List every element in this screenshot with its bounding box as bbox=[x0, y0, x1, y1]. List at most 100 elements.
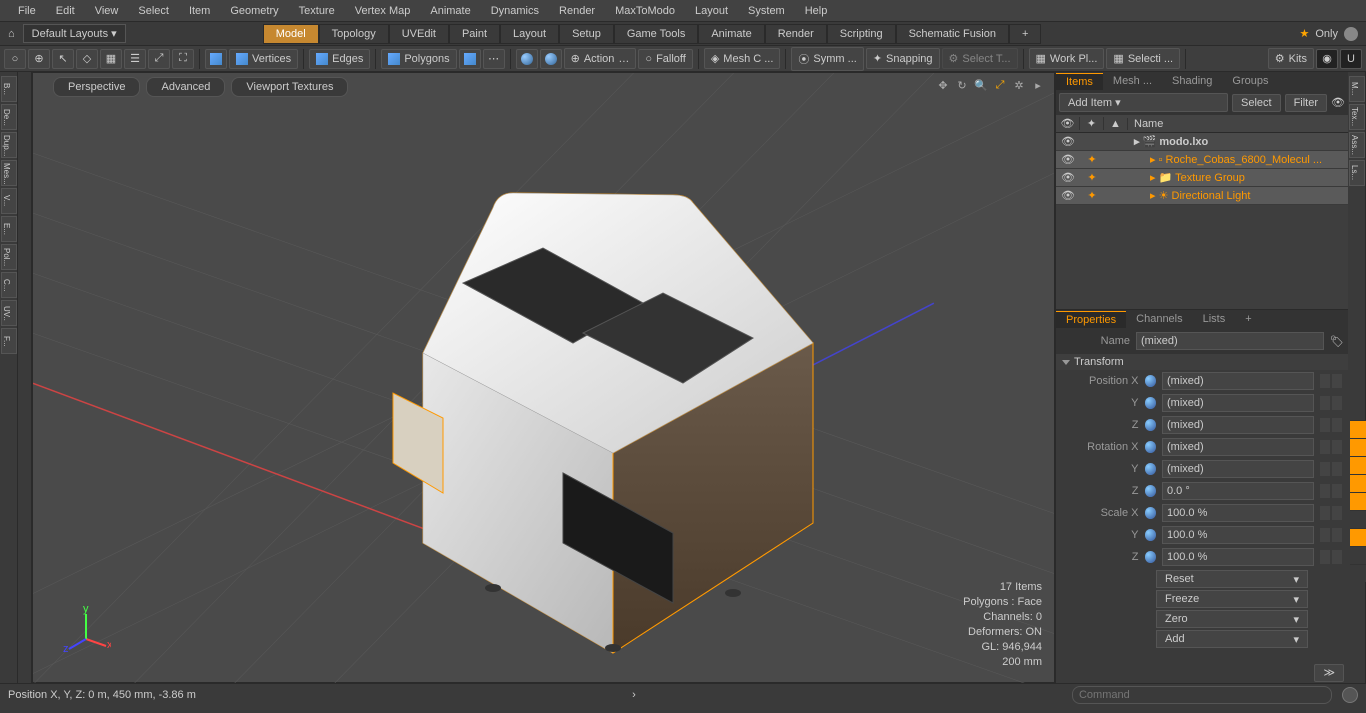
eye-icon[interactable]: 👁 bbox=[1056, 189, 1080, 202]
home-icon[interactable]: ⌂ bbox=[8, 28, 15, 40]
vtool[interactable]: Mes... bbox=[1, 160, 17, 186]
select-button[interactable]: Select bbox=[1232, 94, 1281, 112]
eye-icon[interactable]: 👁 bbox=[1056, 135, 1080, 148]
field-input[interactable] bbox=[1162, 548, 1314, 566]
vtool[interactable]: De... bbox=[1, 104, 17, 130]
name-input[interactable] bbox=[1136, 332, 1324, 350]
selectt-button[interactable]: ⚙ Select T... bbox=[942, 48, 1018, 69]
itab-mesh[interactable]: Mesh ... bbox=[1103, 73, 1162, 89]
tab-scripting[interactable]: Scripting bbox=[827, 24, 896, 44]
channel-dot-icon[interactable] bbox=[1145, 463, 1156, 475]
action-zero[interactable]: Zero ▾ bbox=[1156, 610, 1308, 628]
field-handles[interactable] bbox=[1320, 462, 1342, 476]
field-input[interactable] bbox=[1162, 504, 1314, 522]
tab-gametools[interactable]: Game Tools bbox=[614, 24, 699, 44]
action-add[interactable]: Add ▾ bbox=[1156, 630, 1308, 648]
falloff-button[interactable]: ○ Falloff bbox=[638, 49, 692, 69]
field-input[interactable] bbox=[1162, 372, 1314, 390]
colorbar-swatch[interactable] bbox=[1350, 510, 1366, 528]
lasso-tool-icon[interactable]: ◇ bbox=[76, 49, 98, 69]
cube-icon[interactable] bbox=[205, 49, 227, 69]
filter-button[interactable]: Filter bbox=[1285, 94, 1327, 112]
plus-icon[interactable]: ✦ bbox=[1080, 153, 1104, 166]
tab-layout[interactable]: Layout bbox=[500, 24, 559, 44]
col-plus-icon[interactable]: ✦ bbox=[1080, 117, 1104, 130]
menu-dynamics[interactable]: Dynamics bbox=[481, 5, 549, 17]
vtool[interactable]: V... bbox=[1, 188, 17, 214]
colorbar-swatch[interactable] bbox=[1350, 546, 1366, 564]
colorbar-swatch[interactable] bbox=[1350, 492, 1366, 510]
field-input[interactable] bbox=[1162, 482, 1314, 500]
field-input[interactable] bbox=[1162, 460, 1314, 478]
axis-gizmo[interactable]: x y z bbox=[61, 604, 111, 654]
transform-section[interactable]: Transform bbox=[1056, 354, 1348, 370]
itab-items[interactable]: Items bbox=[1056, 73, 1103, 90]
vptab-viewporttextures[interactable]: Viewport Textures bbox=[231, 77, 348, 97]
menu-vertexmap[interactable]: Vertex Map bbox=[345, 5, 421, 17]
move-tool-icon[interactable]: ↖ bbox=[52, 49, 74, 69]
expand-button[interactable]: ≫ bbox=[1314, 664, 1344, 682]
colorbar-swatch[interactable] bbox=[1350, 438, 1366, 456]
col-axis-icon[interactable]: ▲ bbox=[1104, 118, 1128, 130]
menu-help[interactable]: Help bbox=[795, 5, 838, 17]
colorbar-swatch[interactable] bbox=[1350, 456, 1366, 474]
vtool[interactable]: B... bbox=[1, 76, 17, 102]
field-handles[interactable] bbox=[1320, 396, 1342, 410]
action-button[interactable]: ⊕ Action … bbox=[564, 48, 637, 69]
settings-view-icon[interactable]: ✲ bbox=[1011, 77, 1027, 93]
menu-animate[interactable]: Animate bbox=[420, 5, 480, 17]
vtool[interactable]: Pol... bbox=[1, 244, 17, 270]
polygons-button[interactable]: Polygons bbox=[381, 49, 456, 69]
tab-schematicfusion[interactable]: Schematic Fusion bbox=[896, 24, 1009, 44]
channel-dot-icon[interactable] bbox=[1145, 485, 1156, 497]
colorbar-swatch[interactable] bbox=[1350, 420, 1366, 438]
tree-row[interactable]: 👁▸ 🎬 modo.lxo bbox=[1056, 133, 1348, 151]
eye-icon[interactable]: 👁 bbox=[1056, 171, 1080, 184]
tab-animate[interactable]: Animate bbox=[698, 24, 764, 44]
rvtool[interactable]: Ass... bbox=[1349, 132, 1365, 158]
colorbar-swatch[interactable] bbox=[1350, 564, 1366, 582]
layouts-dropdown[interactable]: Default Layouts ▾ bbox=[23, 24, 126, 43]
tab-topology[interactable]: Topology bbox=[319, 24, 389, 44]
ptab-add[interactable]: + bbox=[1235, 311, 1261, 327]
colorbar-swatch[interactable] bbox=[1350, 474, 1366, 492]
vtool[interactable]: Dup... bbox=[1, 132, 17, 158]
only-label[interactable]: Only bbox=[1315, 28, 1338, 40]
channel-dot-icon[interactable] bbox=[1145, 529, 1156, 541]
plus-icon[interactable]: ✦ bbox=[1080, 189, 1104, 202]
sphere2-icon[interactable] bbox=[540, 49, 562, 69]
expand-tool-icon[interactable]: ⛶ bbox=[172, 49, 194, 69]
field-input[interactable] bbox=[1162, 394, 1314, 412]
menu-geometry[interactable]: Geometry bbox=[220, 5, 288, 17]
itab-shading[interactable]: Shading bbox=[1162, 73, 1222, 89]
tree-row[interactable]: 👁✦▸ ☀ Directional Light bbox=[1056, 187, 1348, 205]
channel-dot-icon[interactable] bbox=[1145, 375, 1156, 387]
menu-layout[interactable]: Layout bbox=[685, 5, 738, 17]
ptab-lists[interactable]: Lists bbox=[1193, 311, 1236, 327]
ptab-properties[interactable]: Properties bbox=[1056, 311, 1126, 328]
vptab-advanced[interactable]: Advanced bbox=[146, 77, 225, 97]
arrows-tool-icon[interactable]: ⤢ bbox=[148, 49, 170, 69]
viewport[interactable]: PerspectiveAdvancedViewport Textures ✥ ↻… bbox=[32, 72, 1055, 683]
tab-render[interactable]: Render bbox=[765, 24, 827, 44]
edges-button[interactable]: Edges bbox=[309, 49, 370, 69]
circle-tool-icon[interactable]: ○ bbox=[4, 49, 26, 69]
action-freeze[interactable]: Freeze ▾ bbox=[1156, 590, 1308, 608]
kits-button[interactable]: ⚙ Kits bbox=[1268, 48, 1314, 69]
menu-edit[interactable]: Edit bbox=[46, 5, 85, 17]
symm-button[interactable]: ⦿ Symm ... bbox=[791, 47, 863, 71]
tab-add[interactable]: + bbox=[1009, 24, 1041, 44]
vtool[interactable]: C... bbox=[1, 272, 17, 298]
vertices-button[interactable]: Vertices bbox=[229, 49, 298, 69]
field-handles[interactable] bbox=[1320, 440, 1342, 454]
field-input[interactable] bbox=[1162, 416, 1314, 434]
channel-dot-icon[interactable] bbox=[1145, 397, 1156, 409]
grid-tool-icon[interactable]: ▦ bbox=[100, 49, 122, 69]
menu-select[interactable]: Select bbox=[128, 5, 179, 17]
field-handles[interactable] bbox=[1320, 550, 1342, 564]
zoom-view-icon[interactable]: 🔍 bbox=[973, 77, 989, 93]
rvtool[interactable]: Tex... bbox=[1349, 104, 1365, 130]
plus-icon[interactable]: ✦ bbox=[1080, 171, 1104, 184]
tab-model[interactable]: Model bbox=[263, 24, 319, 44]
vtool[interactable]: UV.. bbox=[1, 300, 17, 326]
